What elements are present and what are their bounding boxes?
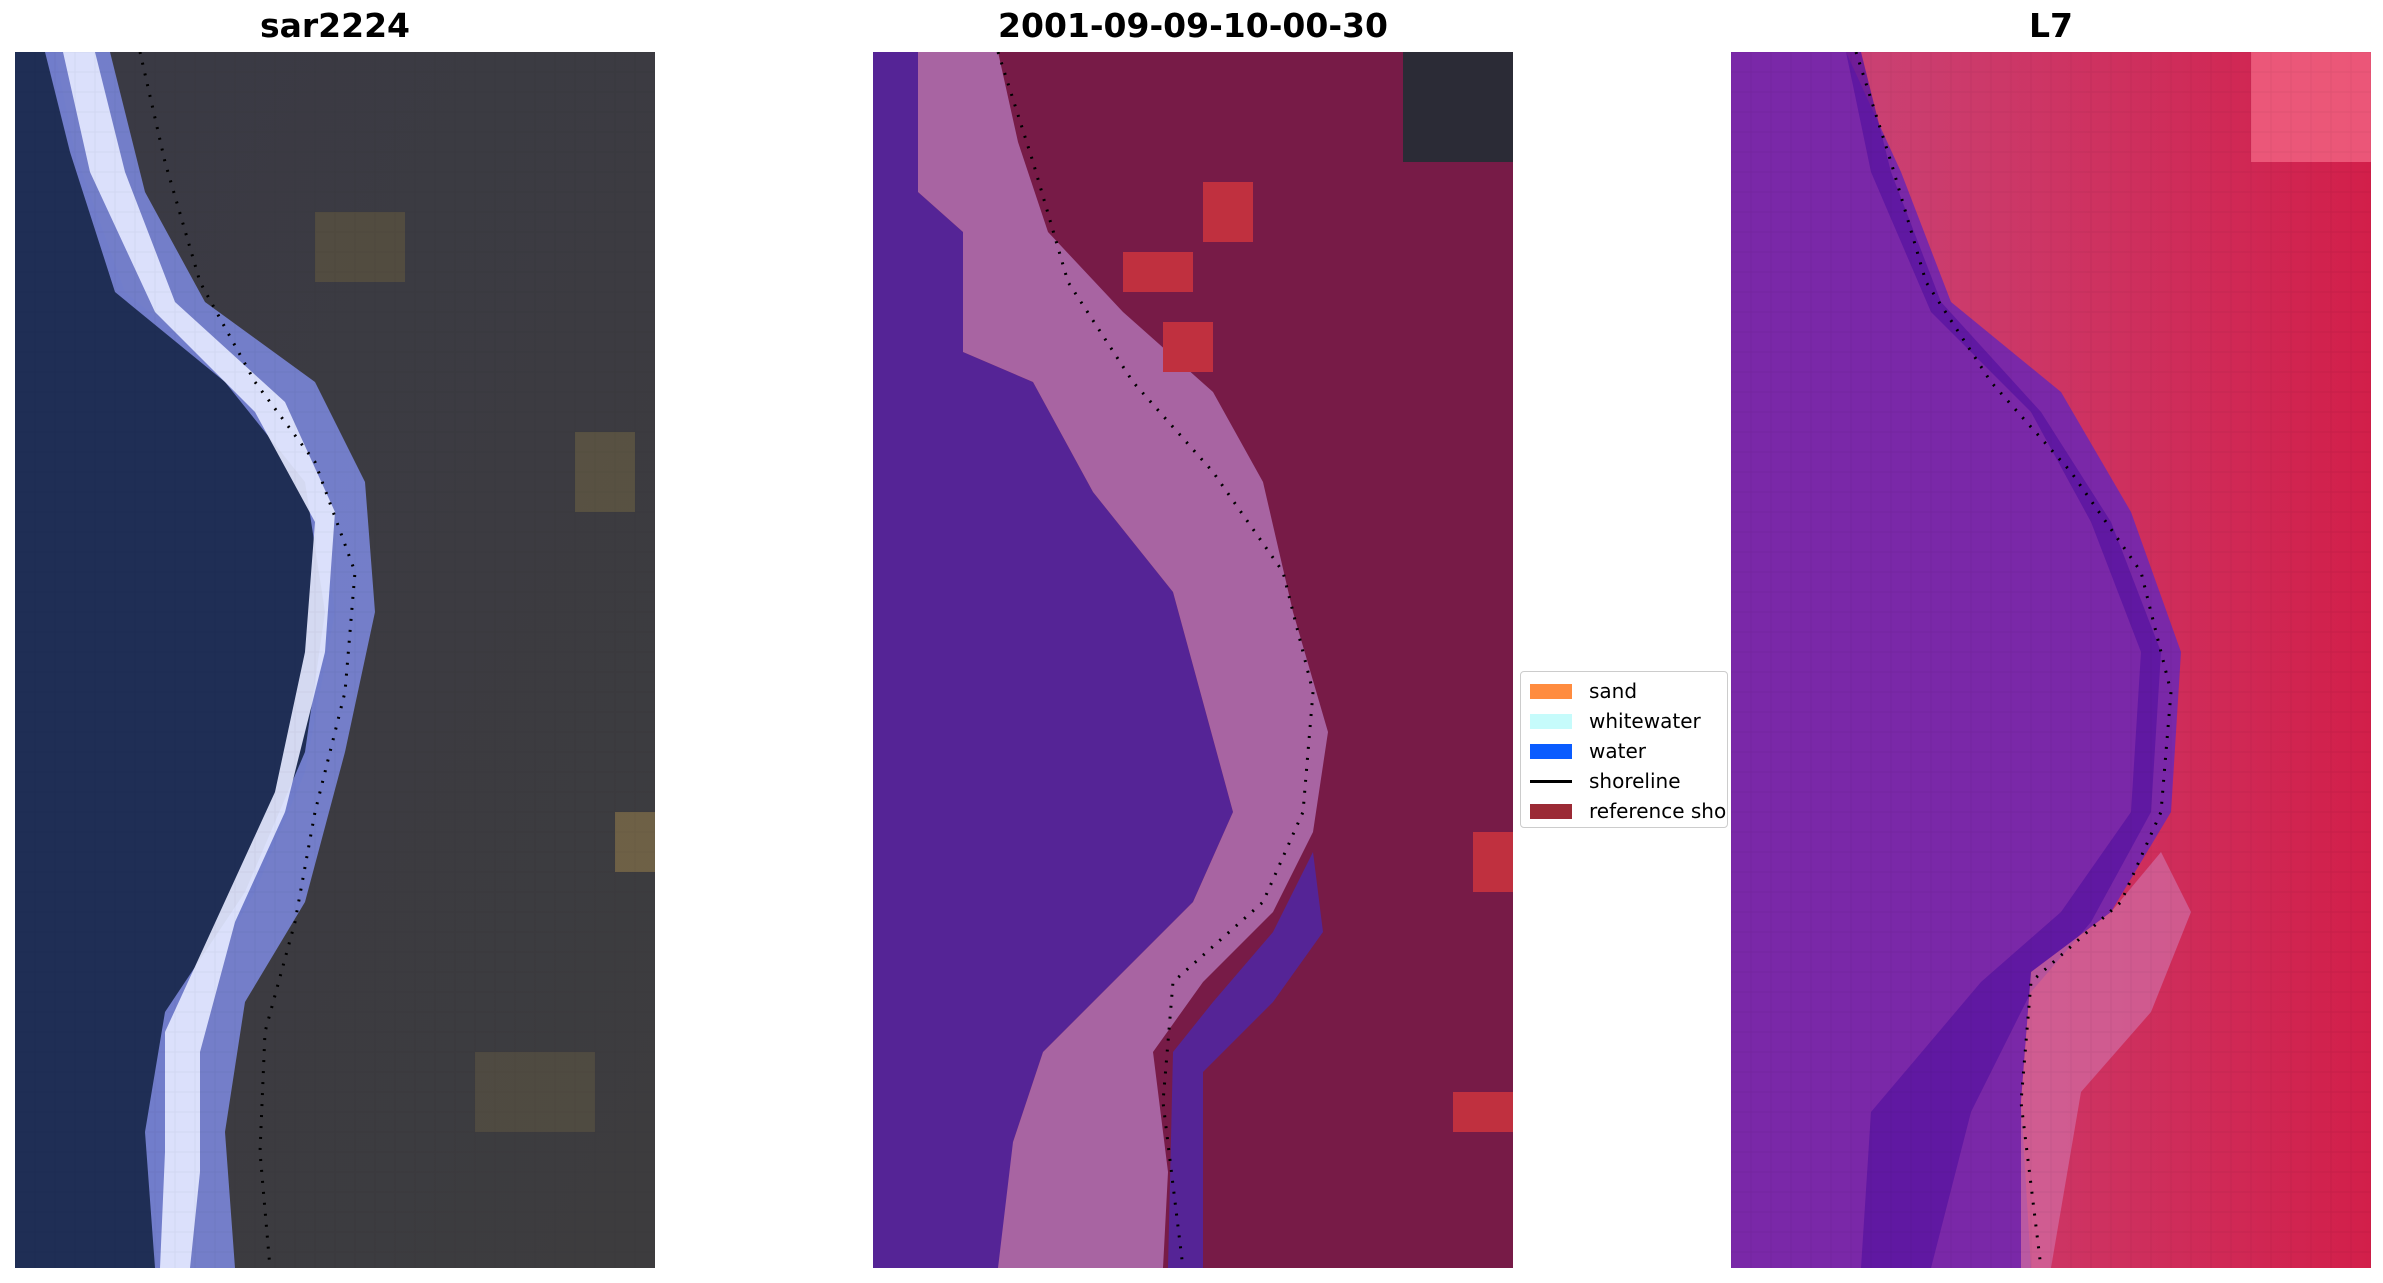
whitewater-swatch [1530,713,1572,729]
panel-title-sar2224: sar2224 [259,6,411,45]
sand-patch [1203,182,1253,242]
sand-patch [1163,322,1213,372]
legend-item-shoreline: shoreline [1530,769,1681,793]
dark-corner [1403,52,1513,162]
water-class-inner [1168,852,1323,1268]
sand-swatch [1530,683,1572,699]
panel-title-date: 2001-09-09-10-00-30 [998,6,1388,45]
legend-label: water [1589,739,1646,763]
water-swatch [1530,743,1572,759]
reference-shoreline-swatch [1530,803,1572,819]
satellite-image-rgb [15,52,655,1268]
legend-label: whitewater [1589,709,1701,733]
sand-patch [1123,252,1193,292]
legend-label: shoreline [1589,769,1681,793]
water-class [873,52,1233,1268]
classified-image [873,52,1513,1268]
legend-item-reference-shoreline: reference shoreline [1530,799,1727,823]
legend-item-sand: sand [1530,679,1637,703]
sand-patch [1453,1092,1513,1132]
legend-item-water: water [1530,739,1646,763]
panel-title-l7: L7 [2029,6,2073,45]
legend-label: sand [1589,679,1638,703]
legend-item-whitewater: whitewater [1530,709,1701,733]
whitewater-class [918,52,1328,1268]
satellite-image-false-color [1731,52,2371,1268]
legend-label: reference shoreline [1589,799,1727,823]
shoreline-line-sample [1530,779,1572,783]
legend: sand whitewater water shoreline referenc… [1520,671,1728,828]
sand-patch [1473,832,1513,892]
